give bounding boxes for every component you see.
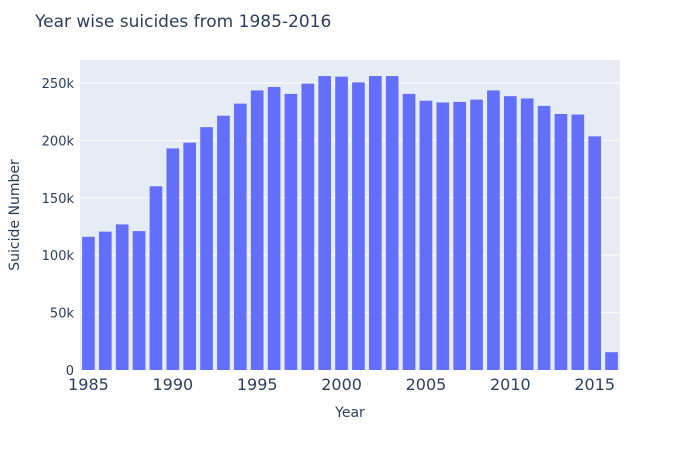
bar-2014[interactable] (571, 114, 585, 370)
bar-2010[interactable] (503, 96, 517, 371)
bar-1994[interactable] (233, 103, 247, 370)
bar-2001[interactable] (352, 82, 365, 370)
bar-2003[interactable] (385, 76, 399, 371)
y-tick-label: 250k (42, 77, 75, 92)
y-tick-label: 100k (42, 249, 75, 264)
chart-title: Year wise suicides from 1985-2016 (35, 12, 332, 32)
bar-2007[interactable] (453, 101, 467, 370)
x-axis-title: Year (334, 405, 365, 421)
y-tick-label: 200k (42, 134, 75, 149)
bars (82, 76, 618, 371)
bar-2016[interactable] (605, 352, 618, 370)
bar-2008[interactable] (470, 99, 483, 370)
bar-2002[interactable] (368, 76, 382, 371)
bar-2012[interactable] (537, 105, 551, 370)
bar-2015[interactable] (588, 136, 602, 370)
bar-1999[interactable] (318, 76, 332, 371)
bar-1995[interactable] (250, 90, 264, 370)
bar-1996[interactable] (267, 86, 281, 371)
bar-1997[interactable] (284, 93, 298, 371)
x-axis-ticks: 1985 1990 1995 2000 2005 2010 2015 (68, 375, 615, 394)
bar-1992[interactable] (200, 127, 213, 371)
bar-2006[interactable] (436, 102, 450, 371)
x-tick-label: 2015 (574, 375, 615, 394)
bar-1986[interactable] (98, 231, 112, 370)
y-tick-label: 150k (42, 192, 75, 207)
x-tick-label: 1995 (237, 375, 278, 394)
y-axis-title: Suicide Number (7, 159, 23, 271)
x-tick-label: 1985 (68, 375, 109, 394)
x-tick-label: 2000 (321, 375, 362, 394)
bar-2009[interactable] (487, 90, 500, 370)
bar-1989[interactable] (149, 186, 163, 370)
x-tick-label: 2010 (490, 375, 531, 394)
y-axis-ticks: 0 50k 100k 150k 200k 250k (42, 77, 75, 379)
bar-1985[interactable] (82, 236, 95, 370)
bar-1991[interactable] (183, 142, 197, 370)
bar-1988[interactable] (132, 231, 146, 370)
y-tick-label: 50k (50, 307, 75, 322)
x-tick-label: 1990 (152, 375, 193, 394)
bar-2011[interactable] (520, 98, 534, 371)
y-tick-label: 0 (66, 364, 74, 379)
bar-2000[interactable] (335, 76, 348, 371)
bar-1987[interactable] (115, 224, 129, 370)
x-tick-label: 2005 (406, 375, 447, 394)
bar-2013[interactable] (554, 113, 568, 371)
bar-2004[interactable] (402, 93, 416, 371)
bar-1993[interactable] (217, 115, 230, 371)
bar-1990[interactable] (166, 148, 180, 370)
bar-2005[interactable] (419, 100, 433, 370)
bar-1998[interactable] (301, 83, 315, 370)
